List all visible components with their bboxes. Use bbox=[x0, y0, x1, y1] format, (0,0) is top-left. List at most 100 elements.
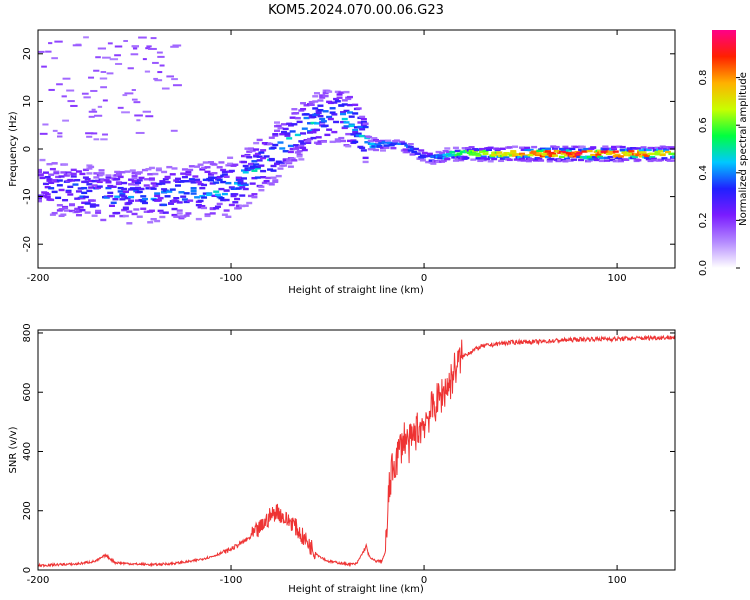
spectrogram-cell bbox=[499, 157, 506, 160]
spectrogram-cell bbox=[249, 165, 256, 168]
spectrogram-cell bbox=[369, 142, 376, 146]
spectrogram-cell bbox=[421, 155, 428, 158]
spectrogram-cell bbox=[597, 149, 604, 153]
spectrogram-cell bbox=[591, 156, 598, 159]
spectrogram-cell bbox=[194, 178, 201, 182]
spectrogram-cell bbox=[48, 88, 55, 91]
spectrogram-cell bbox=[670, 159, 675, 162]
spectrogram-cell bbox=[108, 214, 115, 218]
spectrogram-cell bbox=[171, 213, 178, 217]
spectrogram-cell bbox=[341, 103, 348, 106]
spectrogram-cell bbox=[350, 133, 357, 136]
spectrogram-cell bbox=[512, 145, 519, 148]
spectrogram-cell bbox=[541, 152, 548, 156]
snr-series-line bbox=[38, 334, 675, 568]
spectrogram-cell bbox=[58, 175, 65, 178]
spectrogram-cell bbox=[664, 150, 671, 154]
spectrogram-cell bbox=[154, 194, 161, 197]
spectrogram-cell bbox=[345, 97, 352, 101]
spectrogram-cell bbox=[82, 195, 89, 199]
spectrogram-cell bbox=[249, 149, 256, 153]
spectrogram-cell bbox=[458, 158, 465, 162]
spectrogram-cell bbox=[223, 209, 230, 212]
spectrogram-cell bbox=[260, 169, 267, 173]
spectrogram-cell bbox=[282, 159, 289, 162]
spectrogram-cell bbox=[253, 148, 260, 151]
spectrogram-cell bbox=[506, 158, 513, 162]
spectrogram-cell bbox=[364, 141, 371, 144]
spectrogram-cell bbox=[270, 146, 277, 150]
spectrogram-cell bbox=[38, 173, 44, 177]
spectrogram-cell bbox=[110, 201, 117, 204]
spectrogram-cell bbox=[148, 209, 155, 212]
spectrogram-cell bbox=[188, 165, 195, 168]
spectrogram-cell bbox=[201, 166, 208, 170]
spectrogram-cell bbox=[307, 130, 314, 133]
spectrogram-cell bbox=[131, 98, 138, 101]
spectrogram-cell bbox=[154, 79, 163, 82]
snr-ytick-label: 400 bbox=[22, 442, 33, 461]
spectrogram-cell bbox=[52, 129, 58, 132]
spectrogram-cell bbox=[331, 113, 338, 116]
spectrogram-cell bbox=[274, 162, 281, 166]
spectrogram-cell bbox=[131, 45, 139, 48]
spectrogram-cell bbox=[213, 190, 220, 193]
spectrogram-cell bbox=[609, 158, 616, 162]
spectrogram-cell bbox=[305, 141, 312, 145]
spectrogram-cell bbox=[565, 152, 572, 155]
spectrogram-cell bbox=[506, 152, 513, 155]
spectrogram-cell bbox=[159, 211, 166, 214]
spectrogram-cell bbox=[400, 142, 407, 145]
spectrogram-cell bbox=[286, 161, 293, 164]
spectrogram-cell bbox=[176, 201, 183, 204]
spectrogram-cell bbox=[176, 212, 183, 215]
spectrogram-cell bbox=[202, 178, 209, 182]
spectrogram-cell bbox=[197, 163, 204, 166]
spectrogram-cell bbox=[133, 183, 140, 186]
spectrogram-cell bbox=[635, 159, 642, 162]
spectrogram-cell bbox=[588, 155, 595, 159]
spectrogram-cell bbox=[303, 104, 310, 107]
spectrogram-cell bbox=[538, 149, 545, 152]
spectrogram-cell bbox=[138, 36, 147, 39]
spectrogram-cell bbox=[75, 210, 82, 213]
spectrogram-cell bbox=[315, 111, 322, 115]
spectrogram-cell bbox=[51, 178, 58, 182]
spectrogram-cell bbox=[445, 150, 452, 154]
spectrogram-ylabel: Frequency (Hz) bbox=[8, 111, 19, 187]
spectrogram-cell bbox=[524, 146, 531, 150]
spectrogram-cell bbox=[560, 148, 567, 151]
spectrogram-cell bbox=[81, 186, 88, 190]
spectrogram-cell bbox=[223, 175, 230, 178]
spectrogram-cell bbox=[256, 155, 263, 158]
spectrogram-cell bbox=[343, 121, 350, 124]
spectrogram-cell bbox=[63, 209, 70, 212]
spectrogram-cell bbox=[609, 151, 616, 155]
spectrogram-cell bbox=[442, 153, 449, 156]
spectrogram-cell bbox=[44, 175, 51, 179]
spectrogram-cell bbox=[69, 209, 76, 213]
spectrogram-cell bbox=[277, 141, 284, 144]
spectrogram-cell bbox=[121, 181, 128, 185]
spectrogram-cell bbox=[407, 145, 414, 149]
spectrogram-cell bbox=[141, 201, 148, 205]
spectrogram-cell bbox=[42, 182, 49, 186]
spectrogram-cell bbox=[545, 155, 552, 159]
spectrogram-cell bbox=[228, 186, 235, 189]
spectrogram-cell bbox=[657, 158, 664, 162]
spectrogram-cell bbox=[373, 148, 380, 152]
spectrogram-cell bbox=[496, 151, 503, 154]
spectrogram-cell bbox=[617, 155, 624, 158]
spectrogram-cell bbox=[378, 141, 385, 145]
spectrogram-cell bbox=[626, 151, 633, 155]
spectrogram-cell bbox=[270, 164, 277, 168]
spectrogram-cell bbox=[298, 140, 305, 143]
spectrogram-cell bbox=[140, 199, 147, 203]
spectrogram-cell bbox=[67, 100, 75, 103]
spectrogram-cell bbox=[39, 176, 46, 180]
spectrogram-cell bbox=[207, 161, 214, 164]
spectrogram-cell bbox=[83, 36, 89, 39]
spectrogram-cell bbox=[131, 212, 138, 216]
spectrogram-cell bbox=[232, 193, 239, 196]
spectrogram-cell bbox=[418, 149, 425, 152]
